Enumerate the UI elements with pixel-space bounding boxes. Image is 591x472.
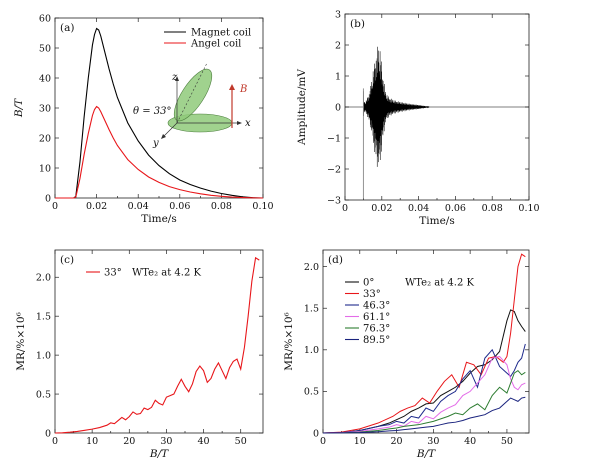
y-axis-label: Amplitude/mV: [296, 69, 308, 146]
x-tick-label: 10: [354, 436, 366, 447]
legend-entry: 61.1°: [363, 312, 390, 323]
inset-field-label: B: [239, 84, 247, 95]
y-tick-label: 20: [39, 133, 51, 144]
y-tick-label: 40: [39, 73, 51, 84]
y-tick-label: 1.5: [36, 311, 51, 322]
x-tick-label: 0.08: [211, 201, 232, 212]
plot-frame: [54, 249, 264, 434]
x-tick-label: 50: [501, 436, 513, 447]
y-tick-label: 0: [45, 193, 51, 204]
panel-a: 0 0.02 0.04 0.06 0.08 0.10 0 10 20 30 40 50 60 Time/s…: [13, 13, 274, 225]
y-tick-label: 2.0: [36, 273, 51, 284]
y-tick-label: −2: [327, 164, 341, 175]
y-tick-label: 50: [39, 43, 51, 54]
y-tick-label: 0.5: [304, 387, 319, 398]
inset-y-arrow: [161, 134, 166, 139]
x-tick-label: 0.06: [169, 201, 190, 212]
x-tick-label: 0: [320, 436, 326, 447]
y-tick-label: 0: [335, 102, 341, 113]
x-tick-label: 0: [342, 203, 348, 214]
x-tick-label: 20: [391, 436, 403, 447]
x-tick-label: 0.02: [86, 201, 107, 212]
x-tick-label: 40: [198, 436, 210, 447]
legend-title: WTe₂ at 4.2 K: [132, 268, 202, 279]
x-tick-label: 0.10: [518, 203, 539, 214]
legend-entry: 46.3°: [363, 301, 390, 312]
inset-z-label: z: [171, 72, 178, 83]
inset-y-axis: [162, 122, 178, 138]
y-tick-label: 0: [45, 428, 51, 439]
panel-label: (d): [328, 254, 343, 266]
plot-frame: [322, 249, 530, 434]
series-line: [322, 253, 526, 434]
x-tick-label: 0.08: [482, 203, 503, 214]
y-tick-label: −1: [327, 133, 341, 144]
y-tick-label: 2.0: [304, 262, 319, 273]
series-line: [55, 27, 264, 199]
x-tick-label: 0.04: [128, 201, 149, 212]
x-tick-label: 30: [427, 436, 439, 447]
panel-c: 0 10 20 30 40 50 0 0.5 1.0 1.5 2.0 B/T MR/%×10⁶ (c) 33…: [15, 249, 264, 460]
y-tick-label: 2: [335, 40, 341, 51]
panel-b: 0 0.02 0.04 0.06 0.08 0.10 −3 −2 −1 0 1 2 3 Time/s Amp…: [296, 9, 540, 227]
x-tick-label: 20: [123, 436, 135, 447]
y-tick-label: −3: [327, 195, 341, 206]
y-axis-label: B/T: [13, 98, 25, 118]
x-axis-label: Time/s: [141, 213, 176, 225]
x-tick-label: 10: [86, 436, 98, 447]
y-tick-label: 0.5: [36, 389, 51, 400]
y-tick-label: 30: [39, 103, 51, 114]
legend-entry: 33°: [363, 289, 381, 300]
y-axis-label: MR/%×10⁶: [283, 312, 295, 371]
x-tick-label: 50: [235, 436, 247, 447]
series-line: [54, 256, 260, 434]
panel-label: (b): [350, 18, 365, 30]
inset-theta-label: θ = 33°: [133, 106, 171, 117]
legend-title: WTe₂ at 4.2 K: [405, 278, 475, 289]
y-tick-label: 1.0: [304, 345, 319, 356]
x-axis-label: B/T: [416, 448, 436, 460]
series-line: [322, 355, 526, 434]
panel-d: 0 10 20 30 40 50 0 0.5 1.0 1.5 2.0 B/T MR/%×10⁶ (d) 0°…: [283, 249, 530, 460]
series-line: [55, 105, 264, 199]
y-tick-label: 10: [39, 163, 51, 174]
series-line: [322, 309, 526, 434]
inset-dashed-normal: [176, 62, 208, 124]
y-tick-label: 1.0: [36, 350, 51, 361]
y-tick-label: 3: [335, 9, 341, 20]
y-axis-label: MR/%×10⁶: [15, 312, 27, 371]
y-tick-label: 1.5: [304, 304, 319, 315]
legend-entry: 89.5°: [363, 335, 390, 346]
x-tick-label: 0.02: [371, 203, 392, 214]
series-line: [322, 369, 526, 434]
y-tick-label: 1: [335, 71, 341, 82]
legend-entry: 33°: [104, 268, 122, 279]
x-axis-label: Time/s: [419, 215, 454, 227]
x-axis-label: B/T: [149, 448, 169, 460]
y-tick-label: 0: [313, 428, 319, 439]
inset-x-label: x: [245, 118, 251, 129]
series-line: [322, 396, 526, 434]
legend-entry: Angel coil: [190, 39, 241, 50]
x-tick-label: 0: [52, 201, 58, 212]
x-tick-label: 0: [52, 436, 58, 447]
inset-z-arrow: [175, 76, 179, 81]
inset-diagram: z x y Bθ = 33°: [133, 62, 251, 149]
legend-entry: 76.3°: [363, 324, 390, 335]
x-tick-label: 0.04: [408, 203, 429, 214]
legend-entry: 0°: [363, 278, 374, 289]
x-tick-label: 0.10: [252, 201, 273, 212]
x-tick-label: 0.06: [445, 203, 466, 214]
panel-label: (c): [60, 254, 74, 266]
panel-label: (a): [60, 22, 74, 34]
legend-entry: Magnet coil: [191, 28, 251, 39]
inset-y-label: y: [152, 138, 159, 149]
inset-field-arrowhead: [229, 84, 235, 90]
x-tick-label: 40: [464, 436, 476, 447]
x-tick-label: 30: [160, 436, 172, 447]
inset-x-arrow: [237, 121, 242, 125]
signal-trace: [345, 46, 529, 167]
y-tick-label: 60: [39, 13, 51, 24]
